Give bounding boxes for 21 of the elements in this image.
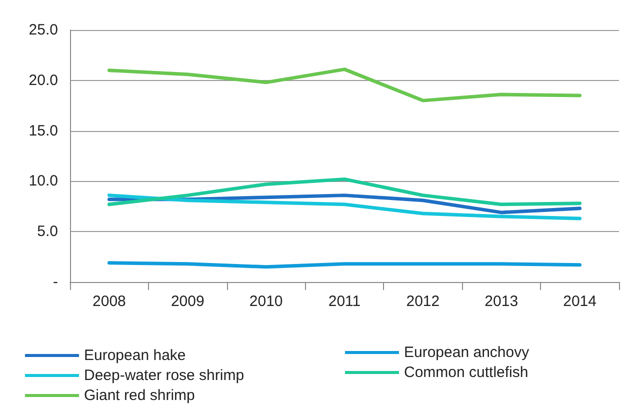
- y-tick-label: 20.0: [28, 72, 58, 89]
- x-tick-label: 2008: [92, 293, 126, 310]
- legend-label: European hake: [84, 347, 186, 364]
- x-tick-label: 2013: [484, 293, 518, 310]
- x-tick-label: 2010: [249, 293, 283, 310]
- line-series: [107, 177, 582, 206]
- y-tick-label: 25.0: [28, 22, 58, 38]
- legend-label: Common cuttlefish: [404, 364, 528, 381]
- legend-label: European anchovy: [404, 344, 530, 361]
- y-tick-label: -: [53, 274, 58, 290]
- x-tick-label: 2011: [328, 293, 361, 310]
- y-tick-label: 15.0: [28, 122, 58, 140]
- x-tick-label: 2009: [170, 293, 204, 310]
- x-tick-label: 2012: [406, 293, 440, 310]
- legend-label: Giant red shrimp: [84, 387, 195, 404]
- line-series: [107, 194, 582, 220]
- legend-label: Deep-water rose shrimp: [84, 367, 244, 384]
- x-tick-label: 2014: [563, 293, 596, 310]
- y-tick-label: 5.0: [37, 223, 58, 240]
- line-series: [107, 68, 582, 102]
- y-tick-label: 10.0: [28, 172, 58, 190]
